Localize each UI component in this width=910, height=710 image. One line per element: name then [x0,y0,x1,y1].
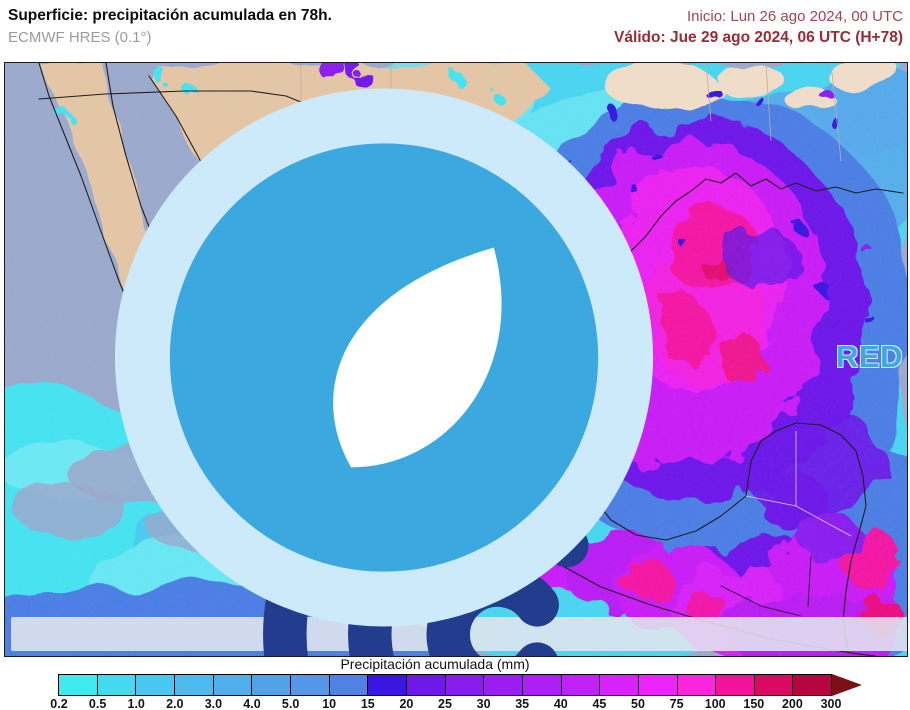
colorbar-tick: 35 [515,697,530,710]
colorbar-segments [58,674,832,696]
colorbar-tick: 0.5 [88,697,107,710]
meteored-logo-text-right: RED [836,339,903,374]
colorbar-segment [368,675,407,695]
colorbar-segment [406,675,446,695]
colorbar-segment [522,675,562,695]
colorbar-segment [252,675,291,695]
colorbar-segment [290,675,330,695]
meteored-o-icon [115,88,654,627]
header: Superficie: precipitación acumulada en 7… [0,0,910,62]
colorbar-tick: 200 [781,697,803,710]
colorbar-tick: 100 [704,697,726,710]
colorbar-ticks: 0.2 0.5 1.0 2.0 3.0 4.0 5.0 10 15 20 25 30 35 40 45 50 7… [50,697,841,710]
colorbar-tick: 2.0 [166,697,184,710]
colorbar-tick: 50 [631,697,645,710]
colorbar-segment [174,675,214,695]
model-subtitle: ECMWF HRES (0.1°) [8,29,152,46]
colorbar-tick: 10 [322,697,337,710]
colorbar-segment [329,675,369,695]
colorbar-segment [716,675,755,695]
colorbar-segment [600,675,639,695]
colorbar-segment [793,675,832,695]
colorbar-tick: 40 [553,697,568,710]
colorbar-arrow [832,674,862,696]
colorbar-segment [59,675,98,695]
colorbar-tick: 150 [743,697,765,710]
colorbar-title: Precipitación acumulada (mm) [340,656,530,672]
colorbar-segment [638,675,678,695]
colorbar-tick: 3.0 [204,697,223,710]
colorbar-tick: 15 [360,697,375,710]
colorbar-tick: 30 [476,697,491,710]
colorbar-segment [677,675,717,695]
colorbar-tick: 25 [438,697,452,710]
colorbar-tick: 1.0 [127,697,145,710]
colorbar-segment [97,675,137,695]
colorbar-segment [561,675,601,695]
run-init-time: Inicio: Lun 26 ago 2024, 00 UTC [687,8,903,25]
colorbar-tick: 4.0 [243,697,261,710]
colorbar-segment [445,675,485,695]
colorbar-segment [754,675,794,695]
colorbar-tick: 75 [669,697,684,710]
colorbar-tick: 0.2 [50,697,68,710]
meteored-logo: METE RED [5,63,903,654]
colorbar-tick: 5.0 [281,697,300,710]
colorbar-tick: 45 [592,697,607,710]
colorbar-segment [136,675,175,695]
colorbar-tick: 20 [399,697,414,710]
colorbar-tick: 300 [820,697,842,710]
colorbar-segment [484,675,523,695]
page-title: Superficie: precipitación acumulada en 7… [8,7,332,24]
valid-time: Válido: Jue 29 ago 2024, 06 UTC (H+78) [613,29,903,46]
precipitation-map: ECMWF METE RED [4,62,908,657]
colorbar-segment [213,675,253,695]
